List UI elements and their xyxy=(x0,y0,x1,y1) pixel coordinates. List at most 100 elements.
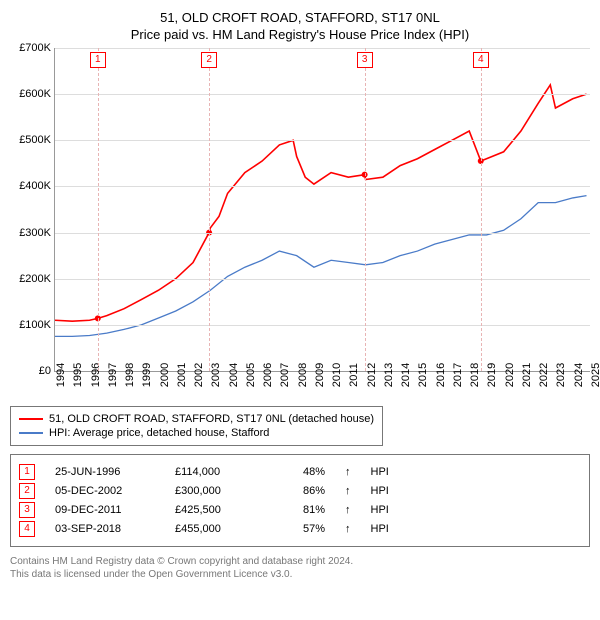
y-axis-label: £100K xyxy=(19,319,51,331)
series-price_paid xyxy=(55,85,587,321)
marker-line xyxy=(365,48,366,371)
x-axis-label: 1994 xyxy=(55,363,67,387)
marker-date: 03-SEP-2018 xyxy=(55,523,155,535)
legend: 51, OLD CROFT ROAD, STAFFORD, ST17 0NL (… xyxy=(10,406,383,446)
chart: £0£100K£200K£300K£400K£500K£600K£700K199… xyxy=(10,48,590,398)
x-axis-label: 2020 xyxy=(504,363,516,387)
x-axis-label: 2021 xyxy=(521,363,533,387)
y-axis-label: £400K xyxy=(19,180,51,192)
x-axis-label: 2005 xyxy=(245,363,257,387)
x-axis-label: 2007 xyxy=(279,363,291,387)
marker-line xyxy=(209,48,210,371)
marker-price: £114,000 xyxy=(175,466,255,478)
marker-badge: 2 xyxy=(19,483,35,499)
marker-box: 3 xyxy=(357,52,373,68)
marker-row: 125-JUN-1996£114,00048%↑HPI xyxy=(19,464,581,480)
marker-line xyxy=(98,48,99,371)
legend-swatch xyxy=(19,418,43,420)
footnote: Contains HM Land Registry data © Crown c… xyxy=(10,555,590,581)
marker-hpi-label: HPI xyxy=(371,485,389,497)
x-axis-label: 2001 xyxy=(176,363,188,387)
footnote-line-1: Contains HM Land Registry data © Crown c… xyxy=(10,555,590,568)
legend-row: 51, OLD CROFT ROAD, STAFFORD, ST17 0NL (… xyxy=(19,413,374,425)
x-axis-label: 2010 xyxy=(331,363,343,387)
marker-pct: 57% xyxy=(275,523,325,535)
marker-date: 09-DEC-2011 xyxy=(55,504,155,516)
marker-row: 2 05-DEC-2002 £300,000 86% ↑ HPI xyxy=(19,483,581,499)
legend-row: HPI: Average price, detached house, Staf… xyxy=(19,427,374,439)
gridline xyxy=(55,279,590,280)
chart-title-line2: Price paid vs. HM Land Registry's House … xyxy=(10,27,590,42)
plot-area: £0£100K£200K£300K£400K£500K£600K£700K199… xyxy=(54,48,590,372)
legend-label: HPI: Average price, detached house, Staf… xyxy=(49,427,269,439)
x-axis-label: 2011 xyxy=(348,363,360,387)
x-axis-label: 2016 xyxy=(435,363,447,387)
gridline xyxy=(55,233,590,234)
gridline xyxy=(55,94,590,95)
marker-hpi-label: HPI xyxy=(371,504,389,516)
x-axis-label: 1999 xyxy=(141,363,153,387)
arrow-up-icon: ↑ xyxy=(345,466,351,478)
footnote-line-2: This data is licensed under the Open Gov… xyxy=(10,568,590,581)
x-axis-label: 2018 xyxy=(469,363,481,387)
marker-pct: 86% xyxy=(275,485,325,497)
marker-row: 3 09-DEC-2011 £425,500 81% ↑ HPI xyxy=(19,502,581,518)
markers-table: 125-JUN-1996£114,00048%↑HPI205-DEC-2002£… xyxy=(10,454,590,547)
x-axis-label: 2003 xyxy=(210,363,222,387)
x-axis-label: 2014 xyxy=(400,363,412,387)
marker-badge: 4 xyxy=(19,521,35,537)
x-axis-label: 2015 xyxy=(417,363,429,387)
marker-box: 1 xyxy=(90,52,106,68)
marker-price: £455,000 xyxy=(175,523,255,535)
x-axis-label: 2002 xyxy=(193,363,205,387)
x-axis-label: 2000 xyxy=(159,363,171,387)
chart-title-line1: 51, OLD CROFT ROAD, STAFFORD, ST17 0NL xyxy=(10,10,590,25)
gridline xyxy=(55,140,590,141)
x-axis-label: 2022 xyxy=(538,363,550,387)
marker-price: £425,500 xyxy=(175,504,255,516)
marker-pct: 81% xyxy=(275,504,325,516)
marker-badge: 1 xyxy=(19,464,35,480)
marker-box: 4 xyxy=(473,52,489,68)
x-axis-label: 1996 xyxy=(90,363,102,387)
marker-line xyxy=(481,48,482,371)
x-axis-label: 1998 xyxy=(124,363,136,387)
gridline xyxy=(55,48,590,49)
marker-hpi-label: HPI xyxy=(371,466,389,478)
x-axis-label: 2006 xyxy=(262,363,274,387)
marker-price: £300,000 xyxy=(175,485,255,497)
chart-lines xyxy=(55,48,590,371)
marker-date: 05-DEC-2002 xyxy=(55,485,155,497)
x-axis-label: 2004 xyxy=(228,363,240,387)
arrow-up-icon: ↑ xyxy=(345,523,351,535)
x-axis-label: 2017 xyxy=(452,363,464,387)
gridline xyxy=(55,325,590,326)
y-axis-label: £600K xyxy=(19,88,51,100)
legend-label: 51, OLD CROFT ROAD, STAFFORD, ST17 0NL (… xyxy=(49,413,374,425)
x-axis-label: 2023 xyxy=(555,363,567,387)
x-axis-label: 2013 xyxy=(383,363,395,387)
x-axis-label: 1997 xyxy=(107,363,119,387)
marker-hpi-label: HPI xyxy=(371,523,389,535)
x-axis-label: 2019 xyxy=(486,363,498,387)
marker-box: 2 xyxy=(201,52,217,68)
series-hpi xyxy=(55,196,587,337)
marker-row: 4 03-SEP-2018 £455,000 57% ↑ HPI xyxy=(19,521,581,537)
y-axis-label: £700K xyxy=(19,42,51,54)
x-axis-label: 2012 xyxy=(366,363,378,387)
x-axis-label: 2008 xyxy=(297,363,309,387)
marker-pct: 48% xyxy=(275,466,325,478)
gridline xyxy=(55,186,590,187)
arrow-up-icon: ↑ xyxy=(345,504,351,516)
marker-badge: 3 xyxy=(19,502,35,518)
y-axis-label: £300K xyxy=(19,227,51,239)
x-axis-label: 1995 xyxy=(72,363,84,387)
y-axis-label: £200K xyxy=(19,273,51,285)
y-axis-label: £0 xyxy=(39,365,51,377)
x-axis-label: 2009 xyxy=(314,363,326,387)
legend-swatch xyxy=(19,432,43,434)
arrow-up-icon: ↑ xyxy=(345,485,351,497)
y-axis-label: £500K xyxy=(19,134,51,146)
x-axis-label: 2024 xyxy=(573,363,585,387)
x-axis-label: 2025 xyxy=(590,363,600,387)
